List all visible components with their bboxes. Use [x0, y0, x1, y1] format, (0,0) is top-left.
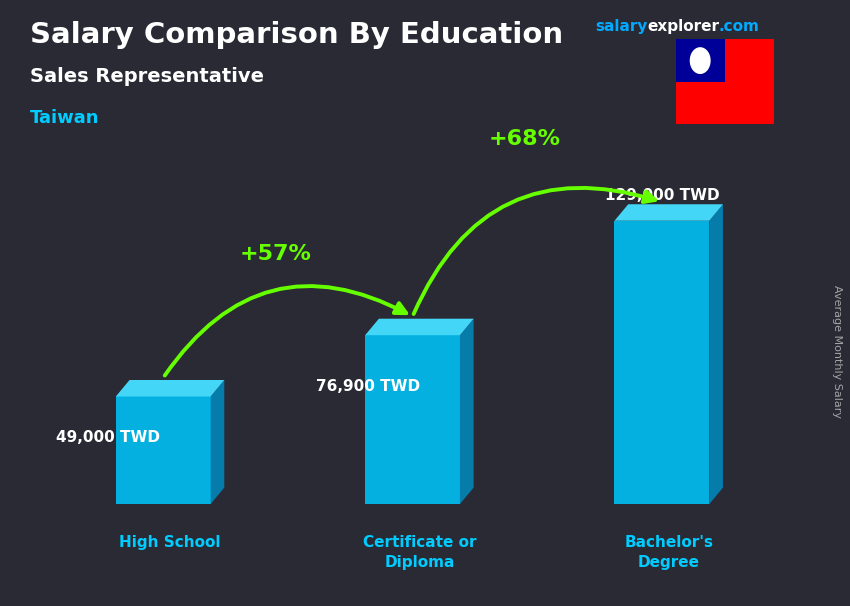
Text: Taiwan: Taiwan — [30, 109, 99, 127]
Text: 76,900 TWD: 76,900 TWD — [315, 379, 420, 395]
Polygon shape — [615, 204, 723, 221]
Polygon shape — [116, 380, 224, 396]
Text: Average Monthly Salary: Average Monthly Salary — [832, 285, 842, 418]
Text: Salary Comparison By Education: Salary Comparison By Education — [30, 21, 563, 49]
Text: Bachelor's
Degree: Bachelor's Degree — [624, 535, 713, 570]
Text: +68%: +68% — [489, 130, 561, 150]
Polygon shape — [676, 39, 724, 82]
Text: 49,000 TWD: 49,000 TWD — [56, 430, 161, 445]
Polygon shape — [116, 396, 211, 504]
Circle shape — [690, 48, 710, 73]
Polygon shape — [460, 319, 473, 504]
Text: 129,000 TWD: 129,000 TWD — [604, 188, 719, 203]
Text: .com: .com — [718, 19, 759, 35]
Polygon shape — [211, 380, 224, 504]
Polygon shape — [709, 204, 723, 504]
Polygon shape — [615, 221, 709, 504]
Polygon shape — [366, 335, 460, 504]
Text: Certificate or
Diploma: Certificate or Diploma — [363, 535, 476, 570]
Polygon shape — [366, 319, 473, 335]
Text: High School: High School — [119, 535, 221, 550]
Text: salary: salary — [595, 19, 648, 35]
Text: Sales Representative: Sales Representative — [30, 67, 264, 85]
Text: +57%: +57% — [240, 244, 311, 264]
Text: explorer: explorer — [648, 19, 720, 35]
Polygon shape — [676, 39, 774, 124]
